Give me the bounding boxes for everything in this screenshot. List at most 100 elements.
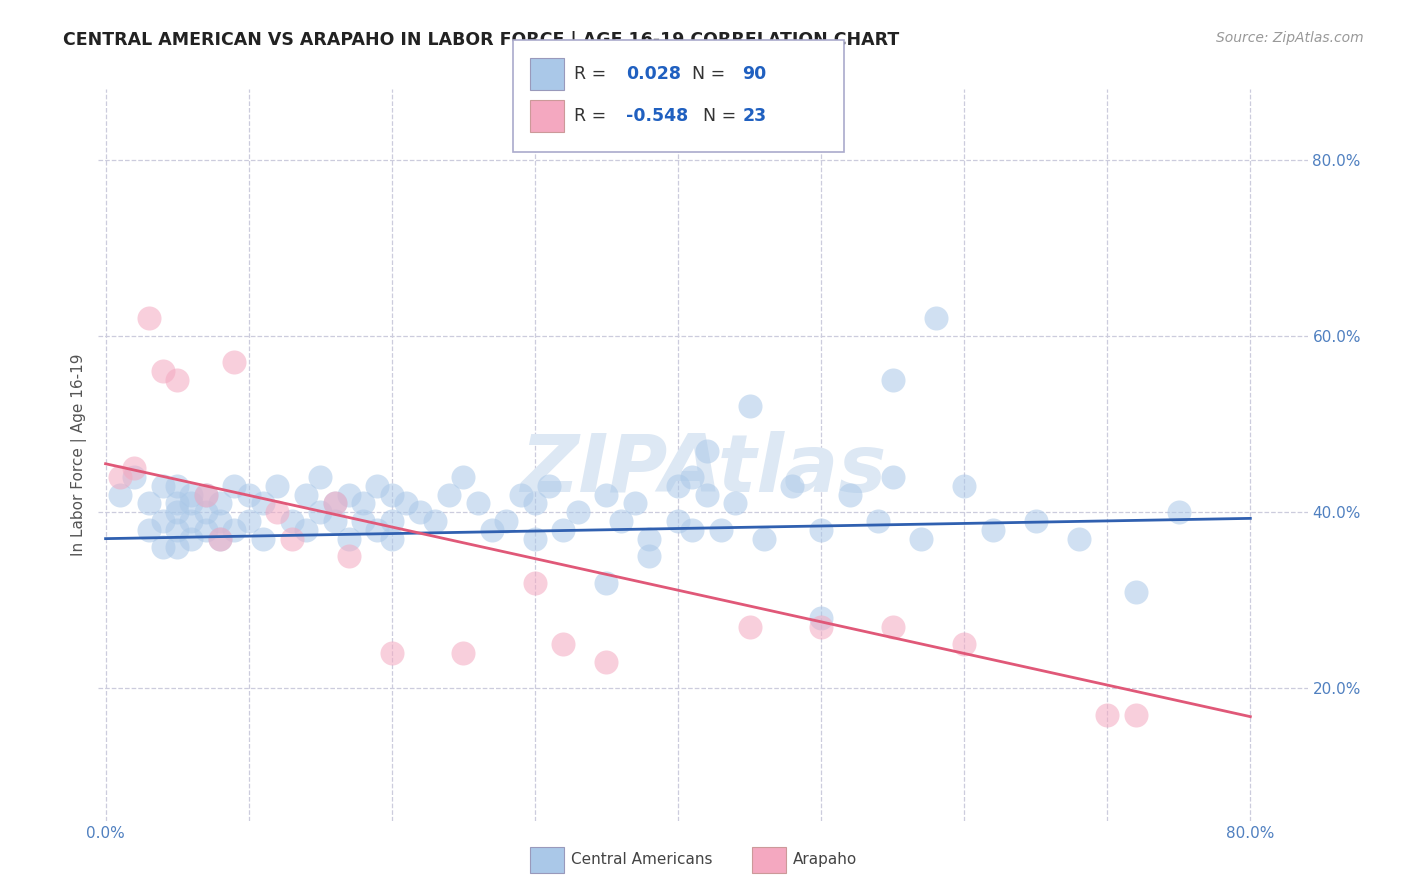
Point xyxy=(453,646,475,660)
Point xyxy=(166,541,188,555)
Point xyxy=(609,514,631,528)
Text: R =: R = xyxy=(574,65,606,83)
Point xyxy=(337,549,360,564)
Point xyxy=(309,470,332,484)
Point xyxy=(238,487,260,501)
Point xyxy=(1125,584,1147,599)
Point xyxy=(595,487,617,501)
Point xyxy=(666,479,689,493)
Point xyxy=(194,487,217,501)
Text: CENTRAL AMERICAN VS ARAPAHO IN LABOR FORCE | AGE 16-19 CORRELATION CHART: CENTRAL AMERICAN VS ARAPAHO IN LABOR FOR… xyxy=(63,31,900,49)
Point xyxy=(366,523,388,537)
Point xyxy=(238,514,260,528)
Text: ZIPAtlas: ZIPAtlas xyxy=(520,431,886,508)
Point xyxy=(138,496,160,510)
Text: N =: N = xyxy=(692,65,725,83)
Point xyxy=(209,514,232,528)
Point xyxy=(295,523,318,537)
Point xyxy=(381,514,404,528)
Point xyxy=(638,532,661,546)
Point xyxy=(810,611,832,625)
Point xyxy=(696,487,718,501)
Point xyxy=(224,479,246,493)
Point xyxy=(194,505,217,519)
Point xyxy=(953,479,976,493)
Point xyxy=(209,496,232,510)
Text: -0.548: -0.548 xyxy=(626,107,688,125)
Text: 0.028: 0.028 xyxy=(626,65,681,83)
Point xyxy=(882,470,904,484)
Point xyxy=(309,505,332,519)
Text: N =: N = xyxy=(703,107,737,125)
Point xyxy=(152,479,174,493)
Point xyxy=(323,496,346,510)
Point xyxy=(180,496,202,510)
Point xyxy=(624,496,647,510)
Point xyxy=(738,400,761,414)
Point xyxy=(523,575,546,590)
Point xyxy=(166,496,188,510)
Point xyxy=(567,505,589,519)
Point xyxy=(166,523,188,537)
Point xyxy=(595,575,617,590)
Point xyxy=(453,470,475,484)
Point xyxy=(122,461,145,475)
Point xyxy=(180,532,202,546)
Point xyxy=(1025,514,1047,528)
Point xyxy=(423,514,446,528)
Point xyxy=(553,637,575,651)
Point xyxy=(924,311,946,326)
Point xyxy=(194,523,217,537)
Point xyxy=(381,487,404,501)
Point xyxy=(538,479,561,493)
Point xyxy=(352,496,374,510)
Point xyxy=(681,470,703,484)
Point xyxy=(180,514,202,528)
Point xyxy=(1167,505,1189,519)
Point xyxy=(710,523,733,537)
Text: Source: ZipAtlas.com: Source: ZipAtlas.com xyxy=(1216,31,1364,45)
Point xyxy=(553,523,575,537)
Point xyxy=(152,514,174,528)
Text: R =: R = xyxy=(574,107,606,125)
Point xyxy=(280,532,302,546)
Point xyxy=(381,646,404,660)
Point xyxy=(166,505,188,519)
Point xyxy=(152,541,174,555)
Point xyxy=(752,532,775,546)
Point xyxy=(224,355,246,369)
Point xyxy=(395,496,418,510)
Point xyxy=(782,479,804,493)
Point xyxy=(266,479,288,493)
Point xyxy=(366,479,388,493)
Y-axis label: In Labor Force | Age 16-19: In Labor Force | Age 16-19 xyxy=(72,353,87,557)
Point xyxy=(595,655,617,669)
Point xyxy=(437,487,460,501)
Point xyxy=(910,532,932,546)
Text: Arapaho: Arapaho xyxy=(793,853,858,867)
Text: Central Americans: Central Americans xyxy=(571,853,713,867)
Point xyxy=(224,523,246,537)
Point xyxy=(337,532,360,546)
Point xyxy=(152,364,174,378)
Point xyxy=(724,496,747,510)
Point xyxy=(180,487,202,501)
Point xyxy=(523,496,546,510)
Text: 23: 23 xyxy=(742,107,766,125)
Point xyxy=(381,532,404,546)
Point xyxy=(280,514,302,528)
Point xyxy=(481,523,503,537)
Point xyxy=(352,514,374,528)
Point xyxy=(108,470,131,484)
Point xyxy=(209,532,232,546)
Point xyxy=(337,487,360,501)
Point xyxy=(738,620,761,634)
Point xyxy=(138,523,160,537)
Point xyxy=(252,496,274,510)
Point xyxy=(323,496,346,510)
Point xyxy=(323,514,346,528)
Point xyxy=(882,620,904,634)
Point xyxy=(122,470,145,484)
Point xyxy=(638,549,661,564)
Text: 90: 90 xyxy=(742,65,766,83)
